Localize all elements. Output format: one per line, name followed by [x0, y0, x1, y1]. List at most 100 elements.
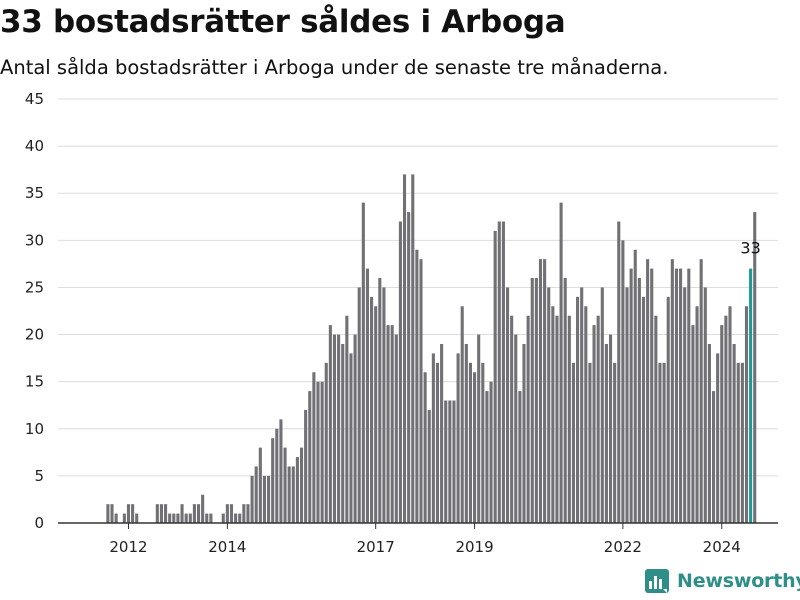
y-tick-label: 10 [25, 420, 44, 438]
x-tick-label: 2022 [604, 538, 642, 556]
bar [481, 362, 485, 523]
bar [744, 306, 749, 523]
bar [225, 504, 229, 523]
bar [567, 315, 571, 523]
bar [687, 268, 691, 523]
bar [534, 278, 538, 523]
bar [110, 504, 114, 523]
y-tick-label: 40 [25, 137, 44, 155]
bar [707, 343, 711, 523]
bar [299, 447, 304, 523]
bar [440, 343, 444, 523]
bar [192, 504, 196, 523]
y-tick-label: 45 [25, 90, 44, 108]
bar [304, 409, 308, 523]
bar [242, 504, 246, 523]
bar [238, 513, 242, 523]
bar [666, 296, 670, 523]
bar [196, 504, 201, 523]
bar [559, 202, 563, 523]
bar [349, 353, 353, 523]
bar [691, 325, 695, 523]
bar [493, 230, 497, 523]
bar [679, 268, 683, 523]
bar [184, 513, 188, 523]
bar [514, 334, 518, 523]
bar [407, 212, 411, 523]
newsworthy-logo[interactable]: Newsworthy [644, 568, 800, 594]
bar [625, 287, 629, 523]
bar [328, 325, 332, 523]
bar [641, 296, 646, 523]
bar [617, 221, 621, 524]
bar [295, 457, 299, 523]
bar [201, 494, 205, 523]
bar [753, 212, 757, 523]
chart-title: 33 bostadsrätter såldes i Arboga [0, 4, 566, 40]
bar [600, 287, 604, 523]
bar [415, 249, 419, 523]
bar [477, 334, 481, 523]
bar [320, 381, 324, 523]
bar [382, 287, 386, 523]
bar [497, 221, 501, 524]
bar [131, 504, 135, 523]
bar [209, 513, 213, 523]
bar [703, 287, 707, 523]
y-tick-label: 25 [25, 278, 44, 296]
y-tick-label: 0 [34, 514, 44, 532]
bar [724, 315, 728, 523]
bar [728, 306, 732, 523]
bar [654, 315, 658, 523]
y-tick-label: 15 [25, 373, 44, 391]
bar [353, 334, 357, 523]
bar [510, 315, 514, 523]
bar [716, 353, 720, 523]
bar [555, 315, 559, 523]
bar [122, 513, 126, 523]
bar [650, 268, 654, 523]
y-tick-label: 30 [25, 231, 44, 249]
bar [740, 362, 744, 523]
bar [254, 466, 258, 523]
bar [411, 174, 415, 523]
bar [205, 513, 209, 523]
bar [114, 513, 118, 523]
bar [106, 504, 110, 523]
bar [332, 334, 337, 523]
bar [234, 513, 238, 523]
x-tick-label: 2017 [357, 538, 395, 556]
x-tick-label: 2019 [455, 538, 493, 556]
bar [452, 400, 456, 523]
y-tick-label: 5 [34, 467, 44, 485]
bar [267, 475, 271, 523]
newsworthy-icon [645, 569, 669, 593]
bar [468, 362, 472, 523]
bar [637, 278, 641, 523]
x-tick-label: 2012 [109, 538, 147, 556]
bar [390, 325, 394, 523]
bar [547, 287, 551, 523]
bar [596, 315, 600, 523]
bar [505, 287, 510, 523]
bar [172, 513, 176, 523]
bar [168, 513, 172, 523]
bar [576, 296, 580, 523]
bar [526, 315, 530, 523]
bar [427, 409, 431, 523]
x-axis-ticks: 2012 2014 2017 2019 2022 2024 [109, 523, 741, 556]
bar [275, 428, 279, 523]
bar [633, 249, 637, 523]
bar [324, 362, 328, 523]
bar [365, 268, 369, 523]
bar [489, 381, 493, 523]
bar [448, 400, 452, 523]
bar-latest [749, 268, 753, 523]
bar [159, 504, 163, 523]
bar [621, 240, 625, 523]
bar [695, 306, 699, 523]
bar [361, 202, 365, 523]
bar [670, 259, 674, 523]
bar [674, 268, 678, 523]
bar [419, 259, 423, 523]
